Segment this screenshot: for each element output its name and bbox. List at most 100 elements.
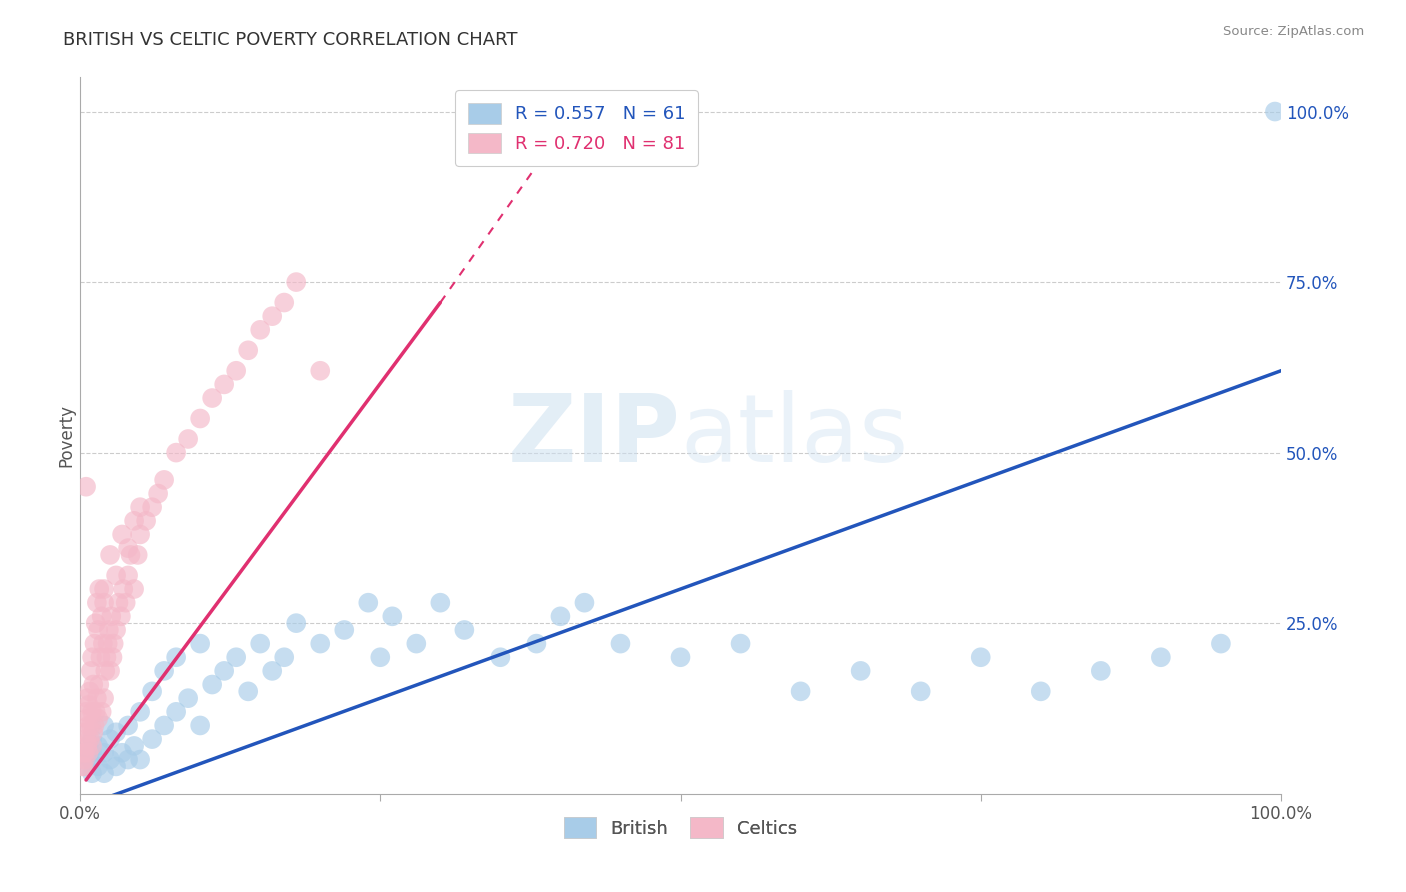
Point — [93, 746, 115, 760]
Point — [381, 609, 404, 624]
Point — [429, 596, 451, 610]
Point — [73, 753, 96, 767]
Point — [112, 582, 135, 596]
Point — [357, 596, 380, 610]
Point — [72, 759, 94, 773]
Point — [111, 746, 134, 760]
Point — [83, 718, 105, 732]
Point — [225, 364, 247, 378]
Point — [105, 725, 128, 739]
Point — [249, 323, 271, 337]
Point — [177, 432, 200, 446]
Point — [1264, 104, 1286, 119]
Point — [101, 650, 124, 665]
Point — [84, 616, 107, 631]
Point — [89, 677, 111, 691]
Point — [1209, 637, 1232, 651]
Point — [141, 500, 163, 515]
Point — [129, 527, 152, 541]
Point — [225, 650, 247, 665]
Point — [76, 691, 98, 706]
Point — [110, 609, 132, 624]
Point — [96, 650, 118, 665]
Point — [89, 582, 111, 596]
Point — [79, 753, 101, 767]
Point — [1029, 684, 1052, 698]
Point — [75, 759, 97, 773]
Point — [550, 609, 572, 624]
Point — [114, 596, 136, 610]
Point — [188, 718, 211, 732]
Point — [93, 718, 115, 732]
Point — [98, 753, 121, 767]
Point — [730, 637, 752, 651]
Point — [80, 718, 103, 732]
Point — [153, 718, 176, 732]
Point — [238, 343, 260, 358]
Point — [80, 664, 103, 678]
Point — [80, 650, 103, 665]
Point — [86, 596, 108, 610]
Point — [86, 691, 108, 706]
Point — [111, 527, 134, 541]
Point — [90, 705, 112, 719]
Point — [135, 514, 157, 528]
Point — [75, 705, 97, 719]
Point — [153, 664, 176, 678]
Point — [129, 705, 152, 719]
Point — [574, 596, 596, 610]
Point — [1150, 650, 1173, 665]
Point — [75, 725, 97, 739]
Point — [73, 746, 96, 760]
Point — [94, 664, 117, 678]
Point — [1090, 664, 1112, 678]
Point — [98, 548, 121, 562]
Point — [669, 650, 692, 665]
Point — [82, 725, 104, 739]
Point — [80, 732, 103, 747]
Point — [273, 650, 295, 665]
Point — [105, 568, 128, 582]
Point — [122, 514, 145, 528]
Point — [77, 698, 100, 712]
Point — [117, 541, 139, 555]
Point — [80, 739, 103, 753]
Y-axis label: Poverty: Poverty — [58, 404, 75, 467]
Point — [188, 411, 211, 425]
Point — [201, 391, 224, 405]
Point — [201, 677, 224, 691]
Point — [98, 732, 121, 747]
Point — [405, 637, 427, 651]
Point — [129, 500, 152, 515]
Text: Source: ZipAtlas.com: Source: ZipAtlas.com — [1223, 25, 1364, 38]
Point — [97, 637, 120, 651]
Point — [165, 445, 187, 459]
Point — [309, 637, 332, 651]
Point — [120, 548, 142, 562]
Point — [75, 480, 97, 494]
Point — [129, 753, 152, 767]
Point — [87, 623, 110, 637]
Point — [849, 664, 872, 678]
Point — [188, 637, 211, 651]
Point — [238, 684, 260, 698]
Point — [90, 609, 112, 624]
Point — [89, 650, 111, 665]
Point — [117, 718, 139, 732]
Point — [970, 650, 993, 665]
Point — [212, 664, 235, 678]
Point — [368, 650, 391, 665]
Point — [76, 712, 98, 726]
Point — [526, 637, 548, 651]
Point — [93, 691, 115, 706]
Point — [273, 295, 295, 310]
Point — [165, 650, 187, 665]
Point — [100, 609, 122, 624]
Point — [93, 596, 115, 610]
Point — [77, 718, 100, 732]
Point — [177, 691, 200, 706]
Point — [910, 684, 932, 698]
Point — [309, 364, 332, 378]
Point — [75, 732, 97, 747]
Point — [165, 705, 187, 719]
